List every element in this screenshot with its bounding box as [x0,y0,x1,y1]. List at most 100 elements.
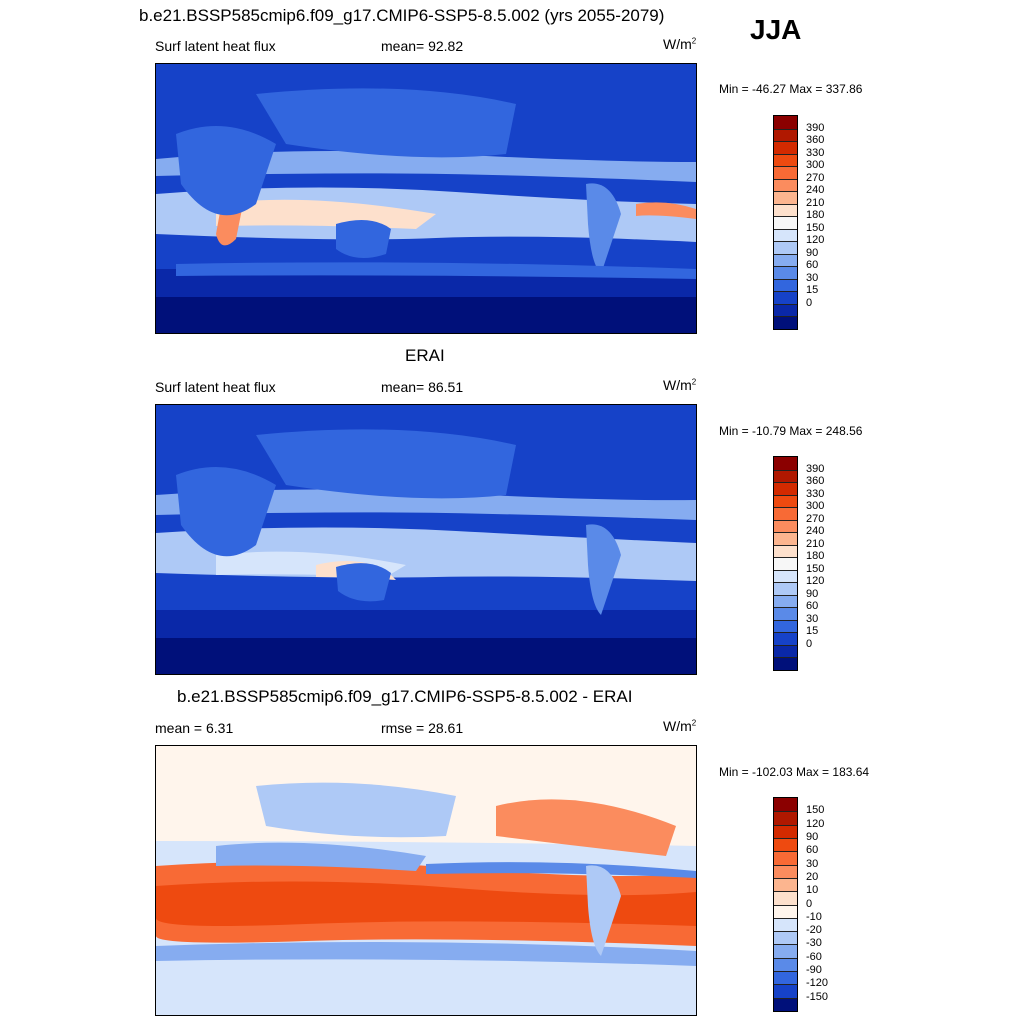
panel1-colorbar [774,116,797,329]
panel1-colorbar-tick-label: 270 [806,171,825,184]
panel2-colorbar-tick-label: 210 [806,537,825,550]
panel3-colorbar-swatch [774,798,797,812]
panel2-mean: mean= 86.51 [381,379,464,395]
panel3-map [155,745,697,1016]
panel2-colorbar-swatch [774,582,797,595]
panel1-colorbar-tick-label: 210 [806,196,825,209]
panel2-units: W/m2 [663,377,697,393]
panel2-colorbar-swatch [774,607,797,620]
panel3-heading: b.e21.BSSP585cmip6.f09_g17.CMIP6-SSP5-8.… [177,687,633,706]
panel1-colorbar-tick-label: 330 [806,146,825,159]
panel2-colorbar-tick-label: 150 [806,562,825,575]
panel1-colorbar-tick-label: 60 [806,259,819,272]
panel2-colorbar-swatch [774,632,797,645]
panel1-colorbar-swatch [774,303,797,317]
panel3-colorbar-swatch [774,931,797,945]
panel3-colorbar-swatch [774,891,797,905]
panel3-colorbar-swatch [774,824,797,838]
panel3-colorbar-swatch [774,877,797,892]
panel3-colorbar-swatch [774,851,797,865]
panel1-mean: mean= 92.82 [381,38,464,54]
panel2-colorbar-swatch [774,507,797,520]
panel3-colorbar-swatch [774,917,797,932]
panel2-map [155,404,697,675]
panel1-colorbar-tick-label: 30 [806,271,819,284]
panel3-colorbar-tick-label: 10 [806,884,819,897]
panel3-colorbar-frame [773,797,798,1012]
panel3-colorbar-swatch [774,971,797,985]
panel1-colorbar-swatch [774,216,797,229]
panel2-colorbar-swatch [774,619,797,633]
panel3-colorbar-swatch [774,944,797,958]
panel2-colorbar-swatch [774,457,797,470]
season-label: JJA [750,14,802,45]
panel3-colorbar-tick-label: -120 [806,977,829,990]
panel3-mean: mean = 6.31 [155,720,234,736]
panel3-colorbar-tick-label: -10 [806,910,822,923]
panel1-variable: Surf latent heat flux [155,38,276,54]
main-title: b.e21.BSSP585cmip6.f09_g17.CMIP6-SSP5-8.… [139,6,665,25]
panel3-colorbar-tick-label: -20 [806,924,822,937]
panel1-minmax: Min = -46.27 Max = 337.86 [719,82,863,96]
panel3-colorbar-tick-label: 90 [806,830,819,843]
panel3-colorbar-swatch [774,864,797,878]
panel2-colorbar-tick-label: 15 [806,625,819,638]
panel2-colorbar-swatch [774,594,797,608]
panel3-colorbar-tick-label: 120 [806,817,825,830]
panel3-units: W/m2 [663,718,697,734]
panel2-colorbar-tick-label: 120 [806,575,825,588]
panel3-colorbar [774,798,797,1011]
panel2-colorbar-swatch [774,532,797,545]
panel2-colorbar-tick-label: 360 [806,475,825,488]
panel3-colorbar-tick-label: 0 [806,897,813,910]
panel1-colorbar-swatch [774,191,797,204]
panel1-colorbar-swatch [774,316,797,329]
panel1-colorbar-swatch [774,153,797,167]
panel1-colorbar-swatch [774,166,797,179]
panel3-colorbar-swatch [774,957,797,972]
panel1-colorbar-tick-label: 180 [806,209,825,222]
panel2-colorbar-swatch [774,544,797,558]
panel2-colorbar-frame [773,456,798,671]
panel1-colorbar-swatch [774,253,797,267]
panel1-colorbar-tick-label: 360 [806,134,825,147]
panel3-colorbar-swatch [774,811,797,825]
panel3-colorbar-tick-label: 20 [806,870,819,883]
panel1-map [155,63,697,334]
panel2-colorbar-swatch [774,482,797,495]
panel2-colorbar-tick-label: 270 [806,512,825,525]
panel2-colorbar-tick-label: 300 [806,500,825,513]
panel3-colorbar-tick-label: -60 [806,950,822,963]
panel1-colorbar-tick-label: 240 [806,184,825,197]
panel1-colorbar-swatch [774,128,797,142]
panel3-colorbar-tick-label: -30 [806,937,822,950]
panel3-colorbar-swatch [774,904,797,918]
panel2-colorbar-tick-label: 180 [806,550,825,563]
panel1-colorbar-swatch [774,178,797,192]
panel1-colorbar-swatch [774,241,797,254]
panel2-colorbar-swatch [774,494,797,508]
panel1-colorbar-tick-label: 150 [806,221,825,234]
panel3-colorbar-tick-label: -90 [806,964,822,977]
panel2-colorbar-swatch [774,657,797,670]
panel2-colorbar-tick-label: 330 [806,487,825,500]
panel1-colorbar-frame [773,115,798,330]
panel1-colorbar-tick-label: 120 [806,234,825,247]
panel1-colorbar-tick-label: 90 [806,246,819,259]
panel1-colorbar-tick-label: 0 [806,296,813,309]
panel3-colorbar-swatch [774,997,797,1011]
panel1-colorbar-swatch [774,291,797,304]
panel1-colorbar-swatch [774,228,797,242]
panel1-colorbar-swatch [774,116,797,129]
panel2-colorbar-swatch [774,569,797,583]
panel2-colorbar-tick-label: 60 [806,600,819,613]
panel3-colorbar-swatch [774,984,797,998]
panel2-colorbar-swatch [774,644,797,658]
panel3-colorbar-swatch [774,837,797,852]
panel3-minmax: Min = -102.03 Max = 183.64 [719,765,870,779]
panel1-units: W/m2 [663,36,697,52]
panel1-colorbar-swatch [774,141,797,154]
panel2-heading: ERAI [405,346,445,365]
panel1-colorbar-tick-label: 390 [806,121,825,134]
panel1-colorbar-swatch [774,203,797,217]
